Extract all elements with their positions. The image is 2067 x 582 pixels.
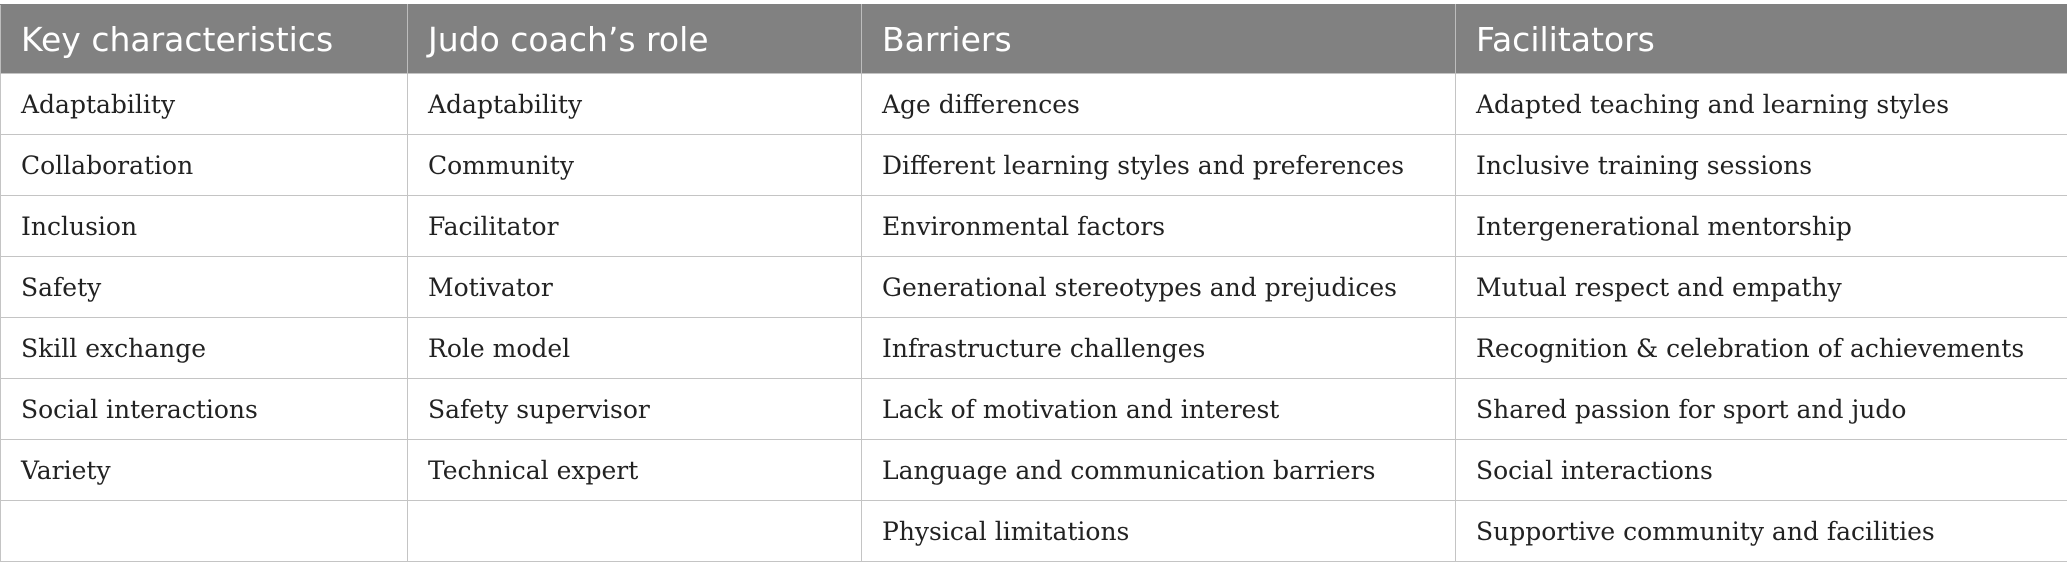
table-cell: Community [407,134,862,196]
table-cell: Language and communication barriers [861,439,1456,501]
header-judo-coach-role: Judo coach’s role [407,4,862,74]
data-table-container: Key characteristics Judo coach’s role Ba… [0,4,2067,562]
table-row: Collaboration Community Different learni… [0,134,2067,196]
table-cell: Intergenerational mentorship [1455,195,2067,257]
table-row: Safety Motivator Generational stereotype… [0,256,2067,318]
table-row: Inclusion Facilitator Environmental fact… [0,195,2067,257]
table-cell: Collaboration [0,134,408,196]
table-row: Physical limitations Supportive communit… [0,500,2067,562]
table-cell: Mutual respect and empathy [1455,256,2067,318]
table-cell: Safety supervisor [407,378,862,440]
table-cell: Inclusive training sessions [1455,134,2067,196]
table-row: Variety Technical expert Language and co… [0,439,2067,501]
table-cell: Different learning styles and preference… [861,134,1456,196]
header-barriers: Barriers [861,4,1456,74]
table-cell: Age differences [861,73,1456,135]
table-row: Adaptability Adaptability Age difference… [0,73,2067,135]
table-cell: Safety [0,256,408,318]
table-cell: Infrastructure challenges [861,317,1456,379]
table-row: Skill exchange Role model Infrastructure… [0,317,2067,379]
table-cell: Variety [0,439,408,501]
header-facilitators: Facilitators [1455,4,2067,74]
table-cell: Shared passion for sport and judo [1455,378,2067,440]
header-key-characteristics: Key characteristics [0,4,408,74]
table-cell: Environmental factors [861,195,1456,257]
table-cell [0,500,408,562]
table-row: Social interactions Safety supervisor La… [0,378,2067,440]
table-cell: Social interactions [1455,439,2067,501]
table-cell: Role model [407,317,862,379]
table-cell: Adapted teaching and learning styles [1455,73,2067,135]
table-cell: Inclusion [0,195,408,257]
table-cell: Technical expert [407,439,862,501]
table-cell: Physical limitations [861,500,1456,562]
table-cell: Facilitator [407,195,862,257]
table-cell: Adaptability [407,73,862,135]
table-cell: Recognition & celebration of achievement… [1455,317,2067,379]
characteristics-table: Key characteristics Judo coach’s role Ba… [0,4,2067,562]
table-cell: Adaptability [0,73,408,135]
table-cell [407,500,862,562]
table-cell: Social interactions [0,378,408,440]
table-cell: Supportive community and facilities [1455,500,2067,562]
table-cell: Generational stereotypes and prejudices [861,256,1456,318]
table-cell: Skill exchange [0,317,408,379]
table-cell: Motivator [407,256,862,318]
table-cell: Lack of motivation and interest [861,378,1456,440]
table-header-row: Key characteristics Judo coach’s role Ba… [0,4,2067,74]
